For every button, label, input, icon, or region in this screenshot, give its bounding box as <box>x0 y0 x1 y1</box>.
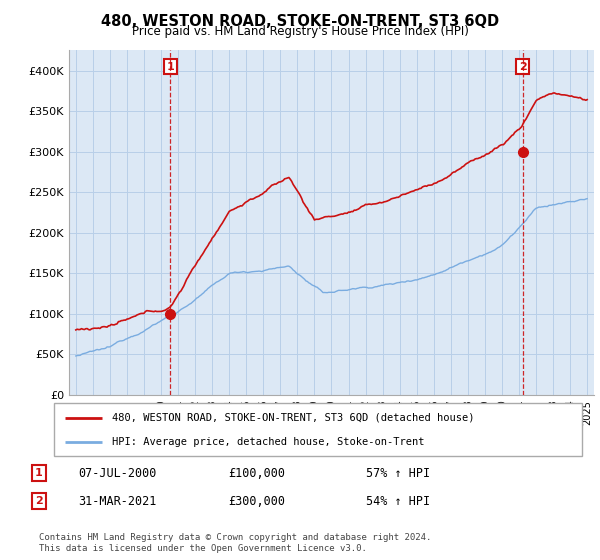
Text: 57% ↑ HPI: 57% ↑ HPI <box>366 466 430 480</box>
Text: 07-JUL-2000: 07-JUL-2000 <box>78 466 157 480</box>
Text: £100,000: £100,000 <box>228 466 285 480</box>
Text: 480, WESTON ROAD, STOKE-ON-TRENT, ST3 6QD: 480, WESTON ROAD, STOKE-ON-TRENT, ST3 6Q… <box>101 14 499 29</box>
Text: HPI: Average price, detached house, Stoke-on-Trent: HPI: Average price, detached house, Stok… <box>112 437 425 447</box>
Text: Contains HM Land Registry data © Crown copyright and database right 2024.
This d: Contains HM Land Registry data © Crown c… <box>39 533 431 553</box>
Text: 2: 2 <box>518 62 526 72</box>
Text: 1: 1 <box>166 62 174 72</box>
Text: Price paid vs. HM Land Registry's House Price Index (HPI): Price paid vs. HM Land Registry's House … <box>131 25 469 38</box>
Text: 31-MAR-2021: 31-MAR-2021 <box>78 494 157 508</box>
Text: 480, WESTON ROAD, STOKE-ON-TRENT, ST3 6QD (detached house): 480, WESTON ROAD, STOKE-ON-TRENT, ST3 6Q… <box>112 413 475 423</box>
Text: 2: 2 <box>35 496 43 506</box>
Text: 1: 1 <box>35 468 43 478</box>
Text: £300,000: £300,000 <box>228 494 285 508</box>
Text: 54% ↑ HPI: 54% ↑ HPI <box>366 494 430 508</box>
